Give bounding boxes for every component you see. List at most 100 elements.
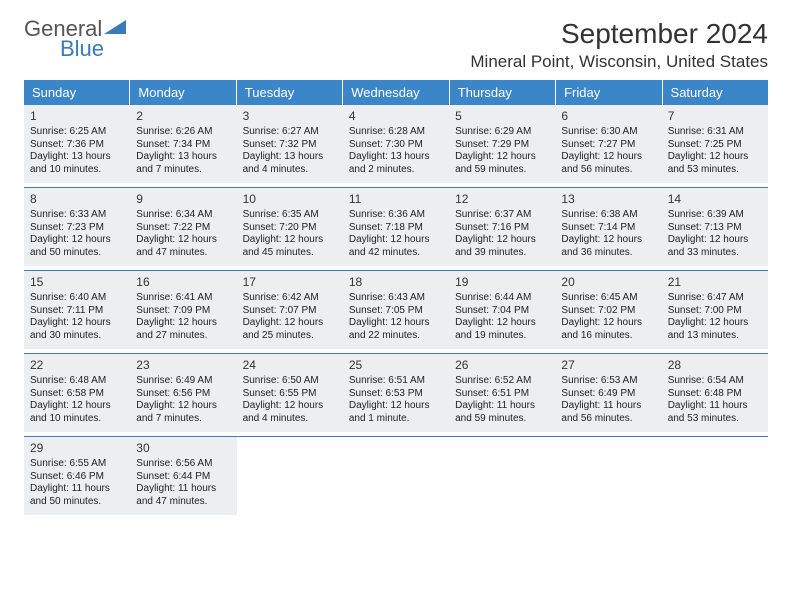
sunset-line: Sunset: 7:14 PM xyxy=(561,222,654,235)
sunrise-line: Sunrise: 6:27 AM xyxy=(243,126,336,139)
sunrise-line: Sunrise: 6:31 AM xyxy=(668,126,761,139)
day-cell-empty xyxy=(555,437,661,515)
sunrise-line: Sunrise: 6:55 AM xyxy=(30,458,123,471)
day-cell: 5Sunrise: 6:29 AMSunset: 7:29 PMDaylight… xyxy=(449,105,555,183)
day-header: Tuesday xyxy=(237,80,343,105)
day-cell: 15Sunrise: 6:40 AMSunset: 7:11 PMDayligh… xyxy=(24,271,130,349)
sunset-line: Sunset: 6:58 PM xyxy=(30,388,123,401)
day-header: Wednesday xyxy=(343,80,449,105)
sunrise-line: Sunrise: 6:56 AM xyxy=(136,458,229,471)
day-number: 18 xyxy=(349,275,442,290)
daylight-line: Daylight: 12 hours and 50 minutes. xyxy=(30,234,123,259)
day-number: 16 xyxy=(136,275,229,290)
sunset-line: Sunset: 7:07 PM xyxy=(243,305,336,318)
daylight-line: Daylight: 11 hours and 47 minutes. xyxy=(136,483,229,508)
daylight-line: Daylight: 12 hours and 27 minutes. xyxy=(136,317,229,342)
sunrise-line: Sunrise: 6:40 AM xyxy=(30,292,123,305)
day-number: 4 xyxy=(349,109,442,124)
day-cell: 22Sunrise: 6:48 AMSunset: 6:58 PMDayligh… xyxy=(24,354,130,432)
daylight-line: Daylight: 12 hours and 19 minutes. xyxy=(455,317,548,342)
sunset-line: Sunset: 7:30 PM xyxy=(349,139,442,152)
day-cell: 27Sunrise: 6:53 AMSunset: 6:49 PMDayligh… xyxy=(555,354,661,432)
sunset-line: Sunset: 7:00 PM xyxy=(668,305,761,318)
sunrise-line: Sunrise: 6:30 AM xyxy=(561,126,654,139)
sunrise-line: Sunrise: 6:42 AM xyxy=(243,292,336,305)
day-number: 5 xyxy=(455,109,548,124)
sunrise-line: Sunrise: 6:51 AM xyxy=(349,375,442,388)
day-cell-empty xyxy=(237,437,343,515)
sunset-line: Sunset: 7:20 PM xyxy=(243,222,336,235)
week-row: 8Sunrise: 6:33 AMSunset: 7:23 PMDaylight… xyxy=(24,188,768,266)
daylight-line: Daylight: 12 hours and 47 minutes. xyxy=(136,234,229,259)
daylight-line: Daylight: 13 hours and 2 minutes. xyxy=(349,151,442,176)
day-number: 27 xyxy=(561,358,654,373)
daylight-line: Daylight: 12 hours and 16 minutes. xyxy=(561,317,654,342)
location: Mineral Point, Wisconsin, United States xyxy=(470,52,768,72)
weeks-container: 1Sunrise: 6:25 AMSunset: 7:36 PMDaylight… xyxy=(24,105,768,515)
day-cell: 21Sunrise: 6:47 AMSunset: 7:00 PMDayligh… xyxy=(662,271,768,349)
daylight-line: Daylight: 11 hours and 59 minutes. xyxy=(455,400,548,425)
sunrise-line: Sunrise: 6:26 AM xyxy=(136,126,229,139)
daylight-line: Daylight: 12 hours and 13 minutes. xyxy=(668,317,761,342)
day-cell: 23Sunrise: 6:49 AMSunset: 6:56 PMDayligh… xyxy=(130,354,236,432)
day-number: 26 xyxy=(455,358,548,373)
day-number: 1 xyxy=(30,109,123,124)
day-headers: SundayMondayTuesdayWednesdayThursdayFrid… xyxy=(24,80,768,105)
sunset-line: Sunset: 7:25 PM xyxy=(668,139,761,152)
daylight-line: Daylight: 12 hours and 53 minutes. xyxy=(668,151,761,176)
sunrise-line: Sunrise: 6:29 AM xyxy=(455,126,548,139)
sunset-line: Sunset: 6:46 PM xyxy=(30,471,123,484)
sunset-line: Sunset: 7:13 PM xyxy=(668,222,761,235)
day-cell: 13Sunrise: 6:38 AMSunset: 7:14 PMDayligh… xyxy=(555,188,661,266)
week-row: 22Sunrise: 6:48 AMSunset: 6:58 PMDayligh… xyxy=(24,354,768,432)
sunrise-line: Sunrise: 6:33 AM xyxy=(30,209,123,222)
day-cell: 3Sunrise: 6:27 AMSunset: 7:32 PMDaylight… xyxy=(237,105,343,183)
sunset-line: Sunset: 6:55 PM xyxy=(243,388,336,401)
day-cell: 19Sunrise: 6:44 AMSunset: 7:04 PMDayligh… xyxy=(449,271,555,349)
sunset-line: Sunset: 7:18 PM xyxy=(349,222,442,235)
sunrise-line: Sunrise: 6:25 AM xyxy=(30,126,123,139)
calendar: SundayMondayTuesdayWednesdayThursdayFrid… xyxy=(24,80,768,515)
day-number: 19 xyxy=(455,275,548,290)
logo-triangle-icon xyxy=(104,18,128,40)
logo: General Blue xyxy=(24,18,128,60)
day-cell: 10Sunrise: 6:35 AMSunset: 7:20 PMDayligh… xyxy=(237,188,343,266)
sunset-line: Sunset: 7:29 PM xyxy=(455,139,548,152)
day-number: 15 xyxy=(30,275,123,290)
sunset-line: Sunset: 6:53 PM xyxy=(349,388,442,401)
day-header: Friday xyxy=(556,80,662,105)
sunset-line: Sunset: 7:23 PM xyxy=(30,222,123,235)
daylight-line: Daylight: 12 hours and 7 minutes. xyxy=(136,400,229,425)
daylight-line: Daylight: 11 hours and 56 minutes. xyxy=(561,400,654,425)
day-number: 14 xyxy=(668,192,761,207)
sunrise-line: Sunrise: 6:36 AM xyxy=(349,209,442,222)
day-cell: 7Sunrise: 6:31 AMSunset: 7:25 PMDaylight… xyxy=(662,105,768,183)
sunset-line: Sunset: 6:48 PM xyxy=(668,388,761,401)
week-row: 15Sunrise: 6:40 AMSunset: 7:11 PMDayligh… xyxy=(24,271,768,349)
day-number: 17 xyxy=(243,275,336,290)
sunrise-line: Sunrise: 6:52 AM xyxy=(455,375,548,388)
day-number: 8 xyxy=(30,192,123,207)
day-cell: 2Sunrise: 6:26 AMSunset: 7:34 PMDaylight… xyxy=(130,105,236,183)
daylight-line: Daylight: 12 hours and 39 minutes. xyxy=(455,234,548,259)
daylight-line: Daylight: 13 hours and 10 minutes. xyxy=(30,151,123,176)
day-number: 25 xyxy=(349,358,442,373)
sunset-line: Sunset: 6:44 PM xyxy=(136,471,229,484)
sunset-line: Sunset: 7:27 PM xyxy=(561,139,654,152)
day-cell: 18Sunrise: 6:43 AMSunset: 7:05 PMDayligh… xyxy=(343,271,449,349)
sunrise-line: Sunrise: 6:37 AM xyxy=(455,209,548,222)
header: General Blue September 2024 Mineral Poin… xyxy=(24,18,768,72)
day-number: 2 xyxy=(136,109,229,124)
day-number: 28 xyxy=(668,358,761,373)
day-cell: 12Sunrise: 6:37 AMSunset: 7:16 PMDayligh… xyxy=(449,188,555,266)
title-block: September 2024 Mineral Point, Wisconsin,… xyxy=(470,18,768,72)
daylight-line: Daylight: 12 hours and 22 minutes. xyxy=(349,317,442,342)
daylight-line: Daylight: 11 hours and 50 minutes. xyxy=(30,483,123,508)
page-title: September 2024 xyxy=(470,18,768,50)
sunrise-line: Sunrise: 6:50 AM xyxy=(243,375,336,388)
day-header: Saturday xyxy=(663,80,768,105)
daylight-line: Daylight: 12 hours and 1 minute. xyxy=(349,400,442,425)
day-cell: 29Sunrise: 6:55 AMSunset: 6:46 PMDayligh… xyxy=(24,437,130,515)
week-row: 1Sunrise: 6:25 AMSunset: 7:36 PMDaylight… xyxy=(24,105,768,183)
day-number: 24 xyxy=(243,358,336,373)
